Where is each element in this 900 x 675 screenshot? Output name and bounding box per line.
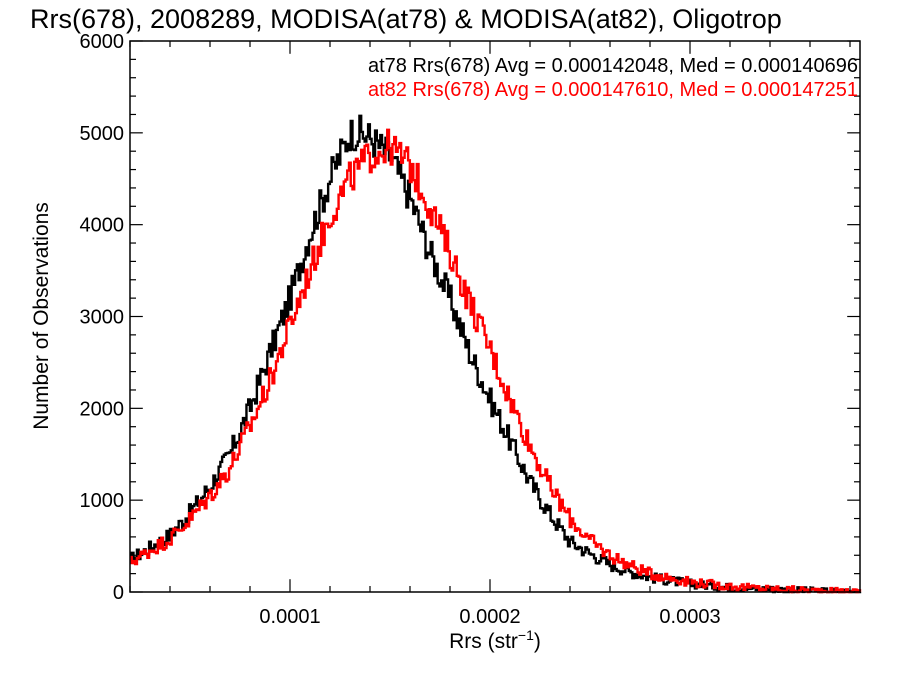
ticks-layer bbox=[129, 40, 860, 593]
y-tick-label: 4000 bbox=[80, 215, 125, 237]
chart-title: Rrs(678), 2008289, MODISA(at78) & MODISA… bbox=[30, 4, 782, 34]
x-tick-label: 0.0002 bbox=[459, 606, 520, 628]
x-axis-label-close: ) bbox=[534, 630, 541, 653]
x-axis-label-superscript: −1 bbox=[518, 627, 534, 643]
x-tick-label: 0.0003 bbox=[659, 606, 720, 628]
y-tick-label: 6000 bbox=[80, 31, 125, 53]
y-tick-label: 5000 bbox=[80, 123, 125, 145]
plot-frame bbox=[129, 40, 861, 593]
legend-entry-at82: at82 Rrs(678) Avg = 0.000147610, Med = 0… bbox=[368, 79, 858, 101]
y-tick-label: 1000 bbox=[80, 490, 125, 512]
y-tick-label: 3000 bbox=[80, 307, 125, 329]
y-tick-label: 0 bbox=[113, 582, 124, 604]
tick-labels-layer: 0 1000 2000 3000 4000 5000 6000 0.0001 0.0002 0.0… bbox=[80, 31, 721, 628]
y-axis-label: Number of Observations bbox=[30, 202, 53, 430]
x-axis-label: Rrs (str−1) bbox=[449, 627, 541, 653]
series-line-at82 bbox=[130, 128, 862, 594]
y-tick-label: 2000 bbox=[80, 398, 125, 420]
x-axis-label-main: Rrs (str bbox=[449, 630, 518, 653]
x-tick-label: 0.0001 bbox=[259, 606, 320, 628]
legend-entry-at78: at78 Rrs(678) Avg = 0.000142048, Med = 0… bbox=[368, 55, 858, 77]
series-line-at78 bbox=[130, 114, 862, 594]
series-layer bbox=[130, 114, 862, 594]
